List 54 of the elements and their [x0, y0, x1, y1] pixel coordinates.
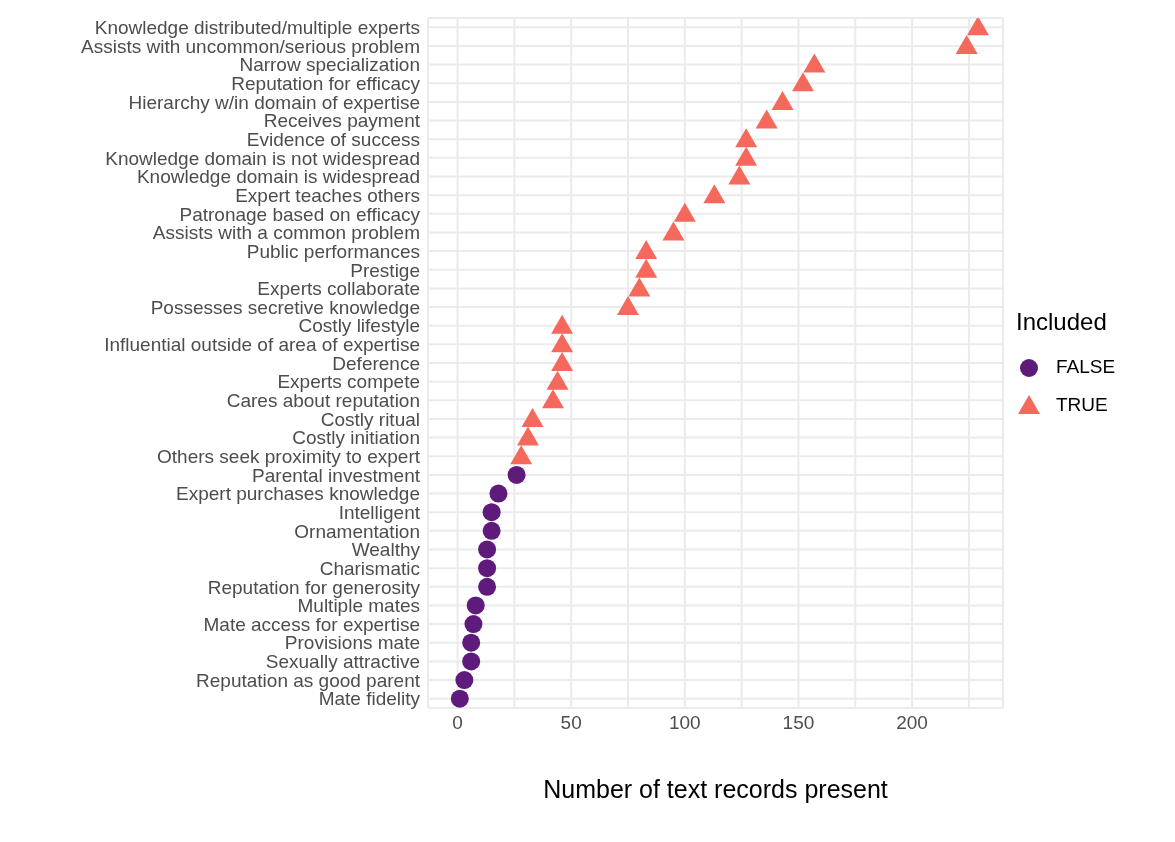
point: [803, 53, 826, 73]
point: [551, 333, 574, 353]
point: [466, 596, 485, 615]
point: [546, 370, 569, 390]
y-tick-label: Knowledge domain is not widespread: [105, 147, 420, 169]
legend-label: TRUE: [1056, 394, 1108, 416]
point: [628, 277, 651, 297]
point: [735, 128, 758, 148]
y-tick-label: Experts compete: [277, 371, 420, 393]
point: [478, 559, 497, 578]
legend-label: FALSE: [1056, 356, 1116, 378]
point: [478, 540, 497, 559]
y-tick-label: Knowledge distributed/multiple experts: [94, 17, 420, 39]
point: [507, 465, 526, 484]
point: [728, 165, 751, 185]
y-tick-label: Sexually attractive: [265, 651, 420, 673]
point: [482, 521, 501, 540]
y-tick-label: Prestige: [350, 259, 420, 281]
point: [617, 296, 639, 316]
point: [792, 72, 814, 92]
y-tick-label: Expert purchases knowledge: [176, 483, 420, 505]
point: [662, 221, 685, 241]
point: [771, 90, 794, 110]
point: [478, 577, 497, 596]
point: [455, 671, 474, 690]
point: [489, 484, 508, 503]
x-tick-label: 200: [896, 712, 928, 734]
x-tick-label: 150: [782, 712, 815, 734]
y-tick-label: Wealthy: [351, 539, 421, 561]
point: [462, 652, 481, 671]
point: [542, 389, 564, 409]
legend-title: Included: [1016, 308, 1108, 336]
x-axis-title: Number of text records present: [543, 775, 888, 803]
x-tick-label: 50: [560, 712, 582, 734]
point: [551, 314, 574, 334]
point: [462, 633, 481, 652]
point: [703, 184, 726, 204]
x-tick-label: 100: [668, 712, 701, 734]
point: [735, 146, 758, 166]
point: [635, 258, 658, 278]
point: [635, 240, 658, 260]
point: [482, 503, 501, 522]
point: [673, 202, 696, 222]
point: [510, 445, 533, 465]
point: [450, 689, 469, 708]
point: [955, 34, 978, 54]
point: [517, 426, 539, 446]
point: [521, 407, 544, 427]
y-tick-label: Reputation for generosity: [207, 576, 421, 598]
x-tick-label: 0: [452, 712, 463, 734]
point: [967, 18, 989, 36]
point: [464, 615, 483, 634]
point: [755, 109, 778, 129]
point: [551, 352, 574, 371]
